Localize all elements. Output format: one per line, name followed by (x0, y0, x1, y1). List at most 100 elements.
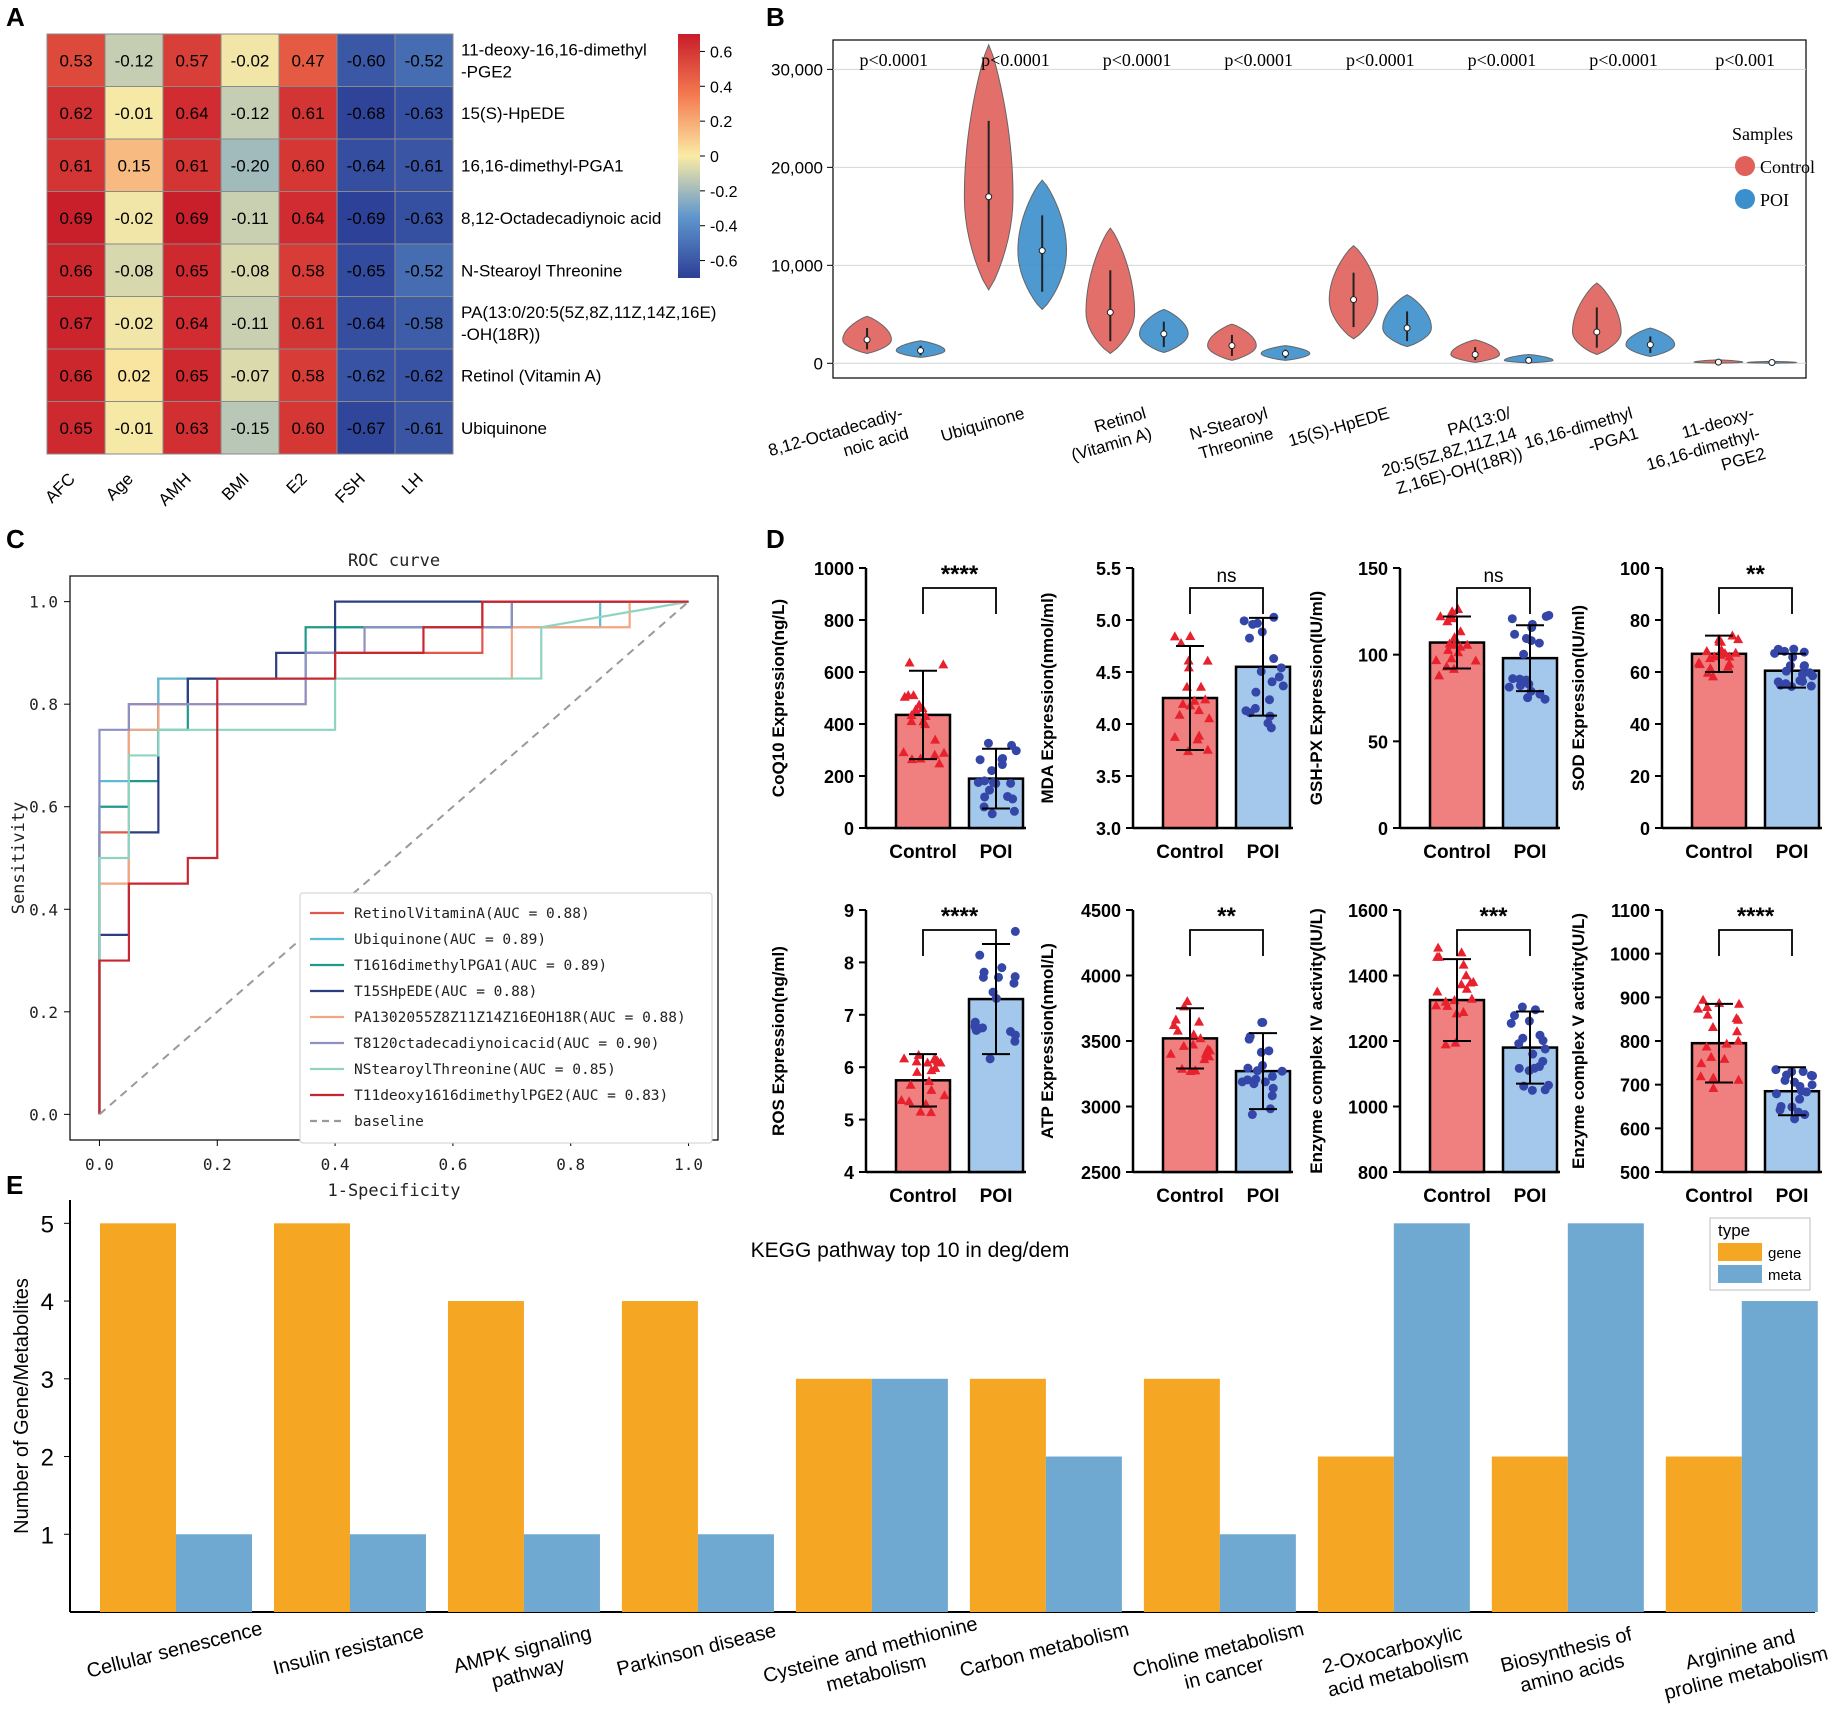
legend-box (299, 892, 713, 1144)
data-point-control (1461, 970, 1472, 980)
p-value-label: p<0.0001 (1589, 50, 1658, 70)
data-point-poi (1799, 647, 1809, 657)
heatmap-col-label: AMH (155, 469, 195, 509)
violin-median (1350, 296, 1358, 304)
data-point-control (1446, 653, 1457, 663)
data-point-poi (1782, 1070, 1792, 1080)
y-tick-label: 3.0 (1096, 819, 1121, 839)
y-tick-label: 20,000 (771, 158, 823, 177)
y-tick-label: 4 (41, 1289, 54, 1316)
data-point-poi (1806, 1070, 1816, 1080)
data-point-control (1453, 647, 1464, 657)
data-point-poi (1510, 1011, 1520, 1021)
data-point-control (1199, 1054, 1210, 1064)
heatmap-cell (104, 191, 164, 245)
x-group-label: POI (1514, 842, 1547, 863)
heatmap-cell (394, 86, 454, 140)
data-point-poi (1267, 677, 1277, 687)
data-point-poi (1785, 661, 1795, 671)
panel-label-d: D (766, 524, 785, 554)
data-point-control (1732, 1026, 1743, 1036)
data-point-control (1432, 986, 1443, 996)
bar-gene (1317, 1456, 1394, 1612)
heatmap-value: 0.57 (175, 51, 208, 70)
heatmap-value: 0.62 (59, 104, 92, 123)
data-point-poi (1790, 1114, 1800, 1124)
data-point-control (922, 1057, 933, 1067)
heatmap-value: -0.69 (347, 209, 386, 228)
data-point-control (1440, 996, 1451, 1006)
heatmap-value: 0.64 (291, 209, 324, 228)
legend-marker-control (1735, 156, 1755, 176)
legend-marker-poi (1735, 189, 1755, 209)
p-value-label: p<0.001 (1715, 50, 1775, 70)
data-point-poi (978, 972, 988, 982)
significance-bracket (922, 587, 997, 614)
x-group-label: Control (889, 1186, 957, 1207)
heatmap-value: 0.58 (291, 261, 324, 280)
heatmap-value: -0.67 (347, 419, 386, 438)
data-point-poi (1278, 681, 1288, 691)
violin-median (1525, 356, 1533, 364)
data-point-control (1705, 653, 1716, 663)
heatmap-value: -0.60 (347, 51, 386, 70)
heatmap-cell (394, 348, 454, 402)
legend-title: type (1718, 1221, 1750, 1240)
data-point-poi (973, 777, 983, 787)
significance-bracket (1718, 929, 1793, 956)
x-category-label: Carbon metabolism (958, 1619, 1132, 1682)
data-point-control (1165, 1048, 1176, 1058)
x-category-label: Cellular senescence (85, 1618, 265, 1683)
bar-meta (1567, 1223, 1644, 1612)
y-axis-label: Sensitivity (9, 802, 29, 915)
data-point-control (1447, 613, 1458, 623)
heatmap-row-label: -PGE2 (461, 62, 512, 81)
data-point-control (1724, 651, 1735, 661)
x-tick-label: 1.0 (674, 1155, 703, 1174)
x-group-label: Control (1685, 842, 1753, 863)
data-point-poi (1521, 633, 1531, 643)
data-point-control (926, 1065, 937, 1075)
data-point-poi (1798, 669, 1808, 679)
data-point-poi (1781, 679, 1791, 689)
data-point-poi (987, 766, 997, 776)
heatmap-cell (336, 348, 396, 402)
heatmap-value: -0.08 (115, 261, 154, 280)
heatmap-cell (220, 138, 280, 192)
data-point-control (1462, 639, 1473, 649)
data-point-control (1169, 631, 1180, 641)
y-tick-label: 40 (1630, 715, 1650, 735)
data-point-control (1185, 631, 1196, 641)
data-point-poi (1006, 778, 1016, 788)
data-point-control (924, 1075, 935, 1085)
data-point-poi (1239, 616, 1249, 626)
heatmap-value: -0.12 (231, 104, 270, 123)
data-point-poi (1534, 638, 1544, 648)
data-point-control (1170, 1014, 1181, 1024)
data-point-control (1431, 655, 1442, 665)
y-tick-label: 100 (1358, 646, 1388, 666)
heatmap-value: 0.61 (291, 104, 324, 123)
heatmap-row-label: PA(13:0/20:5(5Z,8Z,11Z,14Z,16E) (461, 303, 716, 322)
data-point-control (1174, 709, 1185, 719)
data-point-control (1190, 1065, 1201, 1075)
data-point-control (904, 1096, 915, 1106)
data-point-poi (1504, 682, 1514, 692)
baseline-line (98, 600, 690, 1116)
y-tick-label: 4.0 (1096, 715, 1121, 735)
heatmap-value: -0.12 (115, 51, 154, 70)
violin-median (863, 336, 871, 344)
x-group-label: POI (1514, 1186, 1547, 1207)
data-point-control (1698, 994, 1709, 1004)
data-point-control (1693, 657, 1704, 667)
legend-label: meta (1768, 1267, 1802, 1284)
data-point-control (915, 753, 926, 763)
significance-label: **** (941, 903, 979, 930)
violin-median (985, 193, 993, 201)
roc-curve (98, 600, 689, 1115)
data-point-poi (1267, 1071, 1277, 1081)
data-point-control (898, 747, 909, 757)
x-group-label: POI (1776, 1186, 1809, 1207)
heatmap-cell (162, 86, 222, 140)
chart-title: ROC curve (348, 551, 440, 571)
